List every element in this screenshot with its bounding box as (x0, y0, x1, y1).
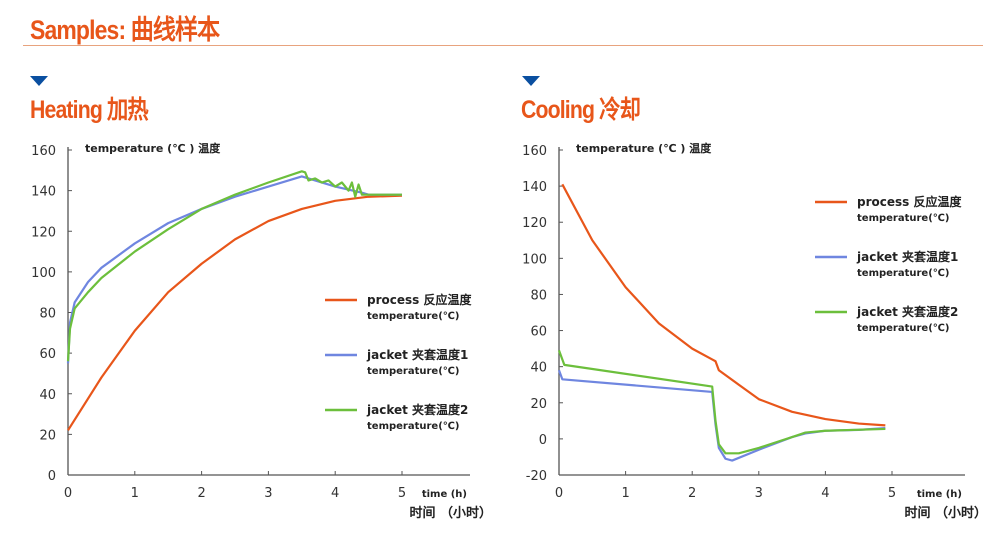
x-tick-label: 5 (888, 486, 896, 501)
page-title: Samples: 曲线样本 (30, 15, 220, 45)
y-tick-label: 160 (522, 144, 547, 159)
legend-sublabel-0: temperature(℃) (367, 311, 459, 322)
y-tick-label: 100 (522, 252, 547, 267)
y-tick-label: 120 (522, 216, 547, 231)
y-tick-label: 120 (31, 225, 56, 240)
series-line-2 (557, 350, 886, 455)
x-tick-label: 3 (755, 486, 763, 501)
legend-label-1: jacket 夹套温度1 (366, 347, 468, 362)
x-tick-label: 1 (621, 486, 629, 501)
x-axis-label: time (h) (422, 489, 467, 500)
legend-sublabel-1: temperature(℃) (857, 268, 949, 279)
series-line-1 (66, 175, 402, 364)
series-line-0 (561, 183, 886, 427)
cooling-title: Cooling 冷却 (521, 96, 641, 124)
heating-title: Heating 加热 (30, 96, 149, 124)
y-tick-label: 160 (31, 144, 56, 159)
legend-sublabel-1: temperature(℃) (367, 366, 459, 377)
y-tick-label: 140 (31, 185, 56, 200)
series-line-0 (67, 194, 403, 431)
legend-sublabel-2: temperature(℃) (367, 421, 459, 432)
x-tick-label: 4 (331, 486, 339, 501)
legend-label-0: process 反应温度 (857, 194, 962, 209)
y-axis-label: temperature (℃ ) 温度 (85, 141, 221, 155)
legend-label-1: jacket 夹套温度1 (856, 249, 958, 264)
y-tick-label: 0 (539, 433, 547, 448)
x-tick-label: 0 (555, 486, 563, 501)
series-line-2 (66, 170, 402, 362)
y-tick-label: 20 (530, 397, 547, 412)
legend-label-0: process 反应温度 (367, 292, 472, 307)
legend-sublabel-2: temperature(℃) (857, 323, 949, 334)
legend-label-2: jacket 夹套温度2 (856, 304, 958, 319)
y-tick-label: 60 (39, 347, 56, 362)
y-tick-label: 80 (39, 307, 56, 322)
triangle-marker-icon (522, 76, 540, 86)
y-tick-label: 40 (530, 361, 547, 376)
x-axis-label-cn: 时间 （小时） (409, 505, 492, 521)
title-divider (23, 45, 983, 46)
y-tick-label: 20 (39, 428, 56, 443)
x-tick-label: 2 (197, 486, 205, 501)
legend-label-2: jacket 夹套温度2 (366, 402, 468, 417)
y-tick-label: 40 (39, 388, 56, 403)
y-tick-label: 60 (530, 325, 547, 340)
x-tick-label: 5 (398, 486, 406, 501)
y-tick-label: 140 (522, 180, 547, 195)
y-tick-label: 0 (48, 469, 56, 484)
triangle-marker-icon (30, 76, 48, 86)
y-tick-label: 80 (530, 288, 547, 303)
x-tick-label: 3 (264, 486, 272, 501)
x-axis-label: time (h) (917, 489, 962, 500)
legend-sublabel-0: temperature(℃) (857, 213, 949, 224)
y-axis-label: temperature (℃ ) 温度 (576, 141, 712, 155)
y-tick-label: -20 (526, 469, 547, 484)
x-tick-label: 1 (131, 486, 139, 501)
x-tick-label: 4 (821, 486, 829, 501)
x-tick-label: 2 (688, 486, 696, 501)
x-axis-label-cn: 时间 （小时） (904, 505, 987, 521)
y-tick-label: 100 (31, 266, 56, 281)
x-tick-label: 0 (64, 486, 72, 501)
